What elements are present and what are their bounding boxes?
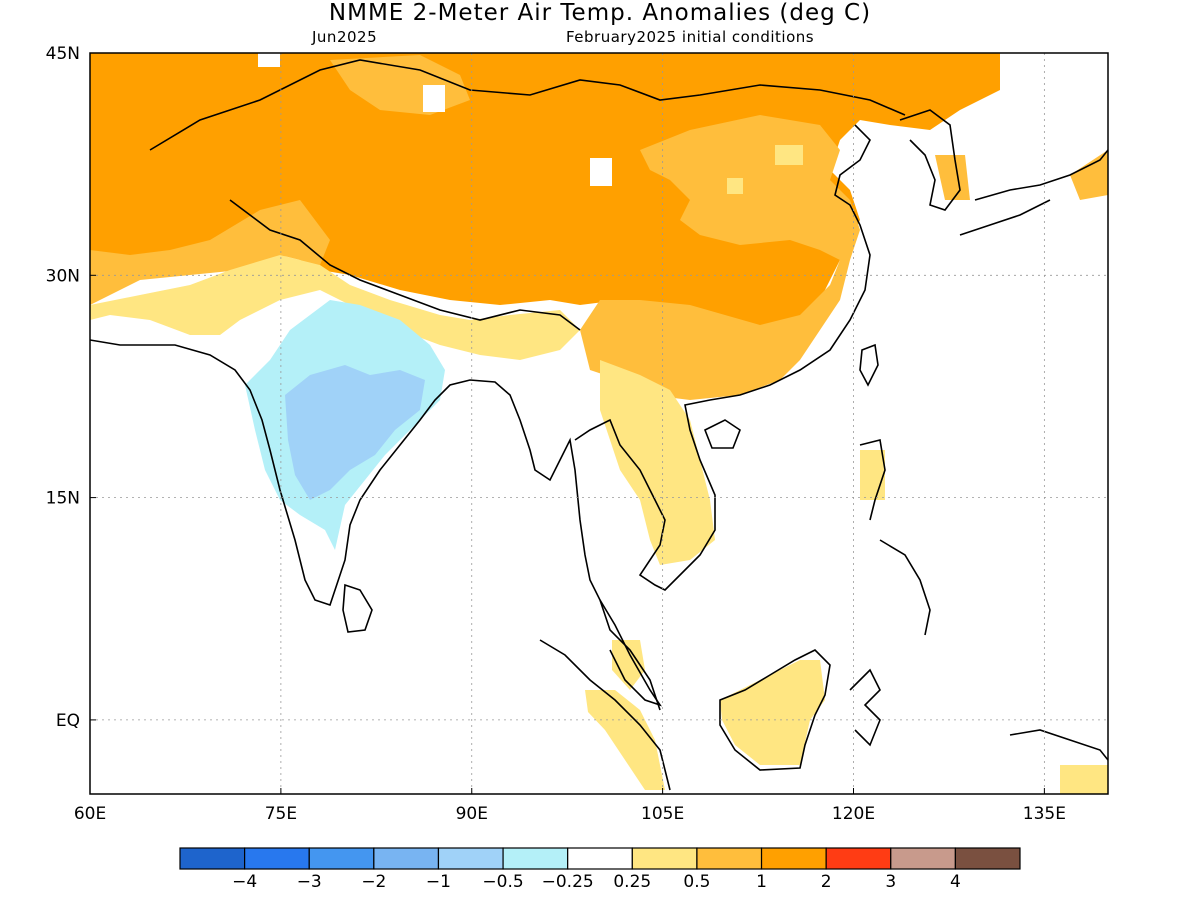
coastline-indochina [574, 124, 871, 591]
colorbar-swatch [373, 847, 440, 870]
colorbar-label: −3 [296, 872, 322, 892]
no-data-cell [258, 53, 280, 67]
colorbar-swatch [179, 847, 246, 870]
lat-tick-label: 45N [46, 44, 80, 64]
lat-tick-label: EQ [56, 711, 80, 731]
anomaly-region-0p5-to-1-korea [935, 155, 970, 200]
colorbar-label: 1 [756, 872, 767, 892]
coastline-sulawesi [849, 668, 881, 747]
coastline-hainan [703, 419, 741, 449]
coastline-sri-lanka [342, 583, 373, 633]
colorbar-swatch [954, 847, 1021, 870]
lat-tick-label: 30N [46, 266, 80, 286]
border-china-north [149, 59, 906, 151]
no-data-cell [775, 145, 803, 165]
colorbar-label: 3 [885, 872, 897, 892]
coastline-japan [959, 149, 1108, 236]
colorbar-label: 0.5 [683, 872, 711, 892]
lat-axis: 45N 30N 15N EQ [46, 44, 96, 731]
lat-tick-label: 15N [46, 489, 80, 509]
lon-axis: 60E 75E 90E 105E 120E 135E [74, 788, 1066, 824]
anomaly-region-0p25-to-0p5-indochina [600, 360, 715, 565]
colorbar-label: −0.5 [482, 872, 524, 892]
anomaly-region-0p5-to-1-west [90, 200, 330, 305]
anomaly-region-0p25-to-0p5-philippines [860, 450, 885, 500]
initial-conditions: February2025 initial conditions [566, 28, 815, 46]
coastline-sumatra [539, 639, 671, 791]
lon-tick-label: 105E [641, 804, 684, 824]
lon-tick-label: 75E [265, 804, 297, 824]
anomaly-region-0p25-to-0p5-borneo [720, 660, 825, 765]
anomaly-region-0p25-to-0p5-malaya [612, 640, 645, 690]
colorbar-swatch [567, 847, 633, 870]
colorbar [179, 847, 1021, 870]
anomaly-region-0p25-to-0p5-india-north [90, 255, 580, 360]
coastline-korea [899, 109, 961, 211]
anomaly-region-0p25-to-0p5-newguinea [1060, 765, 1108, 794]
colorbar-swatch [760, 847, 827, 870]
colorbar-label: 0.25 [613, 872, 652, 892]
lon-tick-label: 60E [74, 804, 106, 824]
border-himalaya [229, 199, 581, 331]
colorbar-label: −4 [232, 872, 258, 892]
map-title: NMME 2-Meter Air Temp. Anomalies (deg C) [328, 0, 872, 26]
colorbar-swatch [631, 847, 698, 870]
anomaly-region-0p5-to-1-japan [1070, 150, 1108, 200]
coastline-malaya [599, 599, 662, 707]
lon-tick-label: 120E [832, 804, 875, 824]
coastline-taiwan [859, 343, 879, 387]
colorbar-swatch [890, 847, 956, 870]
colorbar-label: −1 [425, 872, 451, 892]
no-data-cell [590, 158, 612, 186]
colorbar-label: −0.25 [541, 872, 594, 892]
coastline-philippines [859, 439, 931, 636]
lon-tick-label: 90E [456, 804, 488, 824]
no-data-cell [727, 178, 743, 194]
colorbar-label: 4 [949, 872, 961, 892]
anomaly-region-0p25-to-0p5-sumatra [585, 690, 665, 790]
anomaly-region-neg0p5-to-neg1-india [285, 365, 425, 500]
coastline-borneo [719, 649, 831, 771]
coastlines [90, 59, 1108, 791]
forecast-month: Jun2025 [312, 28, 378, 46]
colorbar-label: 2 [820, 872, 832, 892]
colorbar-swatch [502, 847, 569, 870]
map-frame [89, 52, 1109, 795]
anomaly-region-0p5-to-1-china [580, 115, 860, 400]
colorbar-swatch [437, 847, 504, 870]
colorbar-swatch [825, 847, 892, 870]
anomaly-fill-layer [90, 53, 1108, 794]
colorbar-swatch [308, 847, 375, 870]
colorbar-label: −2 [361, 872, 387, 892]
lon-tick-label: 135E [1023, 804, 1066, 824]
coastline-newguinea [1009, 729, 1108, 761]
coastline-south-asia [90, 339, 661, 711]
no-data-cell [423, 85, 445, 112]
colorbar-swatch [696, 847, 763, 870]
colorbar-swatch [244, 847, 310, 870]
